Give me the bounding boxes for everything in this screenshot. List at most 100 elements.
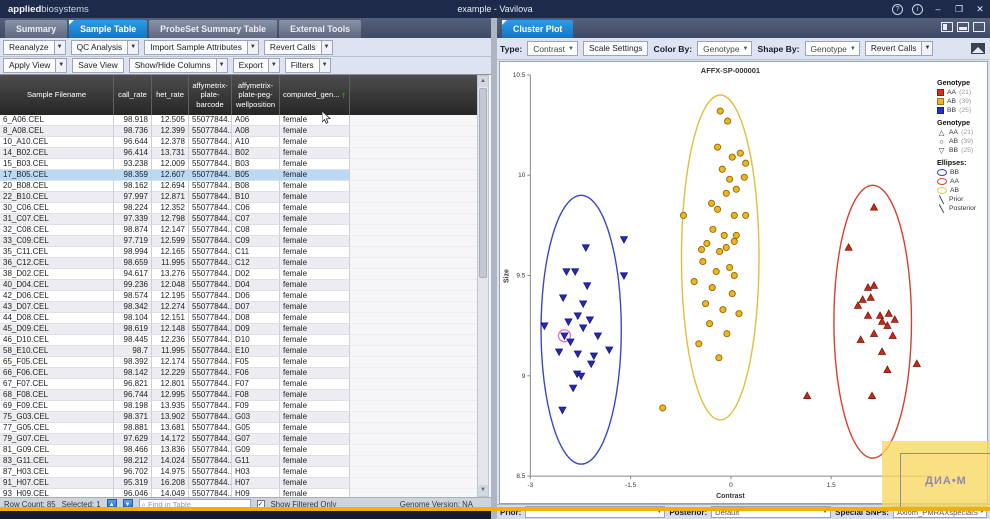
data-point-aa[interactable] [869,202,879,211]
data-point-aa[interactable] [877,347,887,355]
table-row[interactable]: 32_C08.CEL 98.874 12.147 55077844... C08 fema… [0,225,477,236]
data-point-aa[interactable] [863,311,873,319]
data-point-ab[interactable] [742,159,750,167]
tab-probeset-summary-table[interactable]: ProbeSet Summary Table [149,20,278,38]
export-button[interactable]: Export ▼ [232,58,280,73]
data-point-bb[interactable] [605,346,614,355]
data-point-bb[interactable] [560,332,569,341]
layout-split-horizontal-icon[interactable] [957,22,969,32]
table-row[interactable]: 22_B10.CEL 97.997 12.871 55077844... B10 fema… [0,192,477,203]
data-point-aa[interactable] [890,315,899,323]
type-dropdown[interactable]: Contrast ▼ [527,41,578,56]
tab-cluster-plot[interactable]: Cluster Plot [502,20,574,38]
data-point-ab[interactable] [730,211,738,219]
data-point-ab[interactable] [712,267,720,276]
data-point-aa[interactable] [853,301,863,309]
filters-button[interactable]: Filters ▼ [284,58,331,73]
scroll-up-icon[interactable]: ▲ [478,76,488,87]
data-point-bb[interactable] [568,384,578,393]
data-point-bb[interactable] [573,350,582,359]
data-point-ab[interactable] [697,245,706,253]
table-row[interactable]: 10_A10.CEL 96.644 12.378 55077844... A10 fema… [0,137,477,148]
data-point-ab[interactable] [708,284,716,292]
vertical-scrollbar[interactable]: ▲ ▼ [477,75,489,497]
table-row[interactable]: 35_C11.CEL 98.994 12.165 55077844... C11 fema… [0,247,477,258]
data-point-ab[interactable] [714,205,722,213]
column-header-call-rate[interactable]: call_rate [114,75,152,115]
data-point-ab[interactable] [730,271,738,280]
data-point-bb[interactable] [619,272,629,281]
column-header-sample-filename[interactable]: Sample Filename [0,75,114,115]
data-point-aa[interactable] [844,242,853,251]
scrollbar-thumb[interactable] [479,88,487,278]
data-point-bb[interactable] [566,338,575,347]
data-point-bb[interactable] [593,332,603,341]
data-point-ab[interactable] [722,189,730,197]
layout-single-icon[interactable] [973,22,985,32]
data-point-ab[interactable] [726,263,734,272]
data-point-ab[interactable] [719,306,727,314]
data-point-bb[interactable] [585,316,595,325]
column-header-affymetrix-plate-barcode[interactable]: affymetrix-plate-barcode [189,75,232,115]
table-row[interactable]: 42_D06.CEL 98.574 12.195 55077844... D06 fema… [0,291,477,302]
apply-view-button[interactable]: Apply View ▼ [3,58,68,73]
data-point-aa[interactable] [883,365,892,373]
tab-external-tools[interactable]: External Tools [279,20,362,38]
data-point-ab[interactable] [742,211,750,219]
data-point-bb[interactable] [558,294,568,303]
data-point-bb[interactable] [581,244,591,252]
data-point-ab[interactable] [728,153,736,161]
color-by-dropdown[interactable]: Genotype ▼ [697,41,753,56]
data-point-ab[interactable] [679,211,687,219]
table-row[interactable]: 30_C06.CEL 98.224 12.352 55077844... C06 fema… [0,203,477,214]
table-row[interactable]: 46_D10.CEL 98.445 12.236 55077844... D10 fema… [0,335,477,346]
data-point-bb[interactable] [554,348,564,357]
data-point-ab[interactable] [728,290,736,298]
table-row[interactable]: 69_F09.CEL 98.198 13.935 55077844... F09 fema… [0,401,477,412]
table-row[interactable]: 20_B08.CEL 98.162 12.694 55077844... B08 fema… [0,181,477,192]
data-point-aa[interactable] [912,359,921,367]
table-row[interactable]: 17_B05.CEL 98.359 12.607 55077844... B05 fema… [0,170,477,181]
data-point-ab[interactable] [736,149,744,157]
help-icon[interactable]: ? [892,3,903,15]
data-point-ab[interactable] [706,320,714,328]
data-point-bb[interactable] [564,318,573,327]
table-row[interactable]: 87_H03.CEL 96.702 14.975 55077844... H03 fema… [0,467,477,478]
table-row[interactable]: 14_B02.CEL 96.414 13.731 55077844... B02 fema… [0,148,477,159]
shape-by-dropdown[interactable]: Genotype ▼ [804,41,860,56]
data-point-ab[interactable] [714,143,722,151]
table-row[interactable]: 58_E10.CEL 98.7 11.995 55077844... E10 female [0,346,477,357]
data-point-bb[interactable] [558,406,567,415]
table-row[interactable]: 43_D07.CEL 98.342 12.274 55077844... D07 fema… [0,302,477,313]
data-point-aa[interactable] [875,311,885,319]
reanalyze-button[interactable]: Reanalyze ▼ [3,39,66,55]
data-point-ab[interactable] [659,404,667,412]
table-row[interactable]: 33_C09.CEL 97.719 12.599 55077844... C09 fema… [0,236,477,247]
data-point-aa[interactable] [866,293,875,301]
tab-summary[interactable]: Summary [5,20,68,38]
data-point-bb[interactable] [583,282,592,291]
table-row[interactable]: 68_F08.CEL 96.744 12.995 55077844... F08 fema… [0,390,477,401]
data-point-ab[interactable] [730,237,738,245]
close-icon[interactable]: ✕ [976,4,984,14]
table-row[interactable]: 38_D02.CEL 94.617 13.276 55077844... D02 fema… [0,269,477,280]
table-row[interactable]: 6_A06.CEL 98.918 12.505 55077844... A06 femal… [0,115,477,126]
panel-splitter[interactable] [491,18,497,519]
data-point-aa[interactable] [888,331,897,339]
data-point-aa[interactable] [883,321,892,329]
data-point-bb[interactable] [576,372,586,381]
data-point-ab[interactable] [716,247,724,255]
table-row[interactable]: 91_H07.CEL 95.319 16.208 55077844... H07 fema… [0,478,477,489]
data-point-bb[interactable] [587,360,596,369]
table-row[interactable]: 15_B03.CEL 93.238 12.009 55077844... B03 fema… [0,159,477,170]
data-point-ab[interactable] [732,231,740,239]
revert-calls-button[interactable]: Revert Calls ▼ [864,41,934,56]
revert-calls-button[interactable]: Revert Calls ▼ [263,39,333,55]
table-row[interactable]: 31_C07.CEL 97.339 12.798 55077844... C07 fema… [0,214,477,225]
table-row[interactable]: 77_G05.CEL 98.881 13.681 55077844... G05 fema… [0,423,477,434]
data-point-bb[interactable] [578,324,588,333]
data-point-ab[interactable] [720,231,728,239]
data-point-bb[interactable] [578,300,588,309]
data-point-ab[interactable] [716,107,724,115]
scale-settings-button[interactable]: Scale Settings [582,41,649,56]
